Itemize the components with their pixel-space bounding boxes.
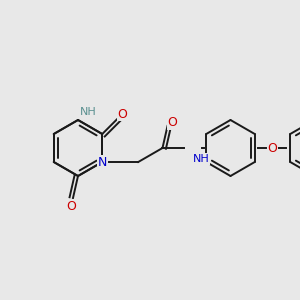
Text: O: O — [168, 116, 177, 130]
Text: O: O — [66, 200, 76, 212]
Text: NH: NH — [80, 107, 97, 117]
Text: NH: NH — [193, 154, 209, 164]
Text: O: O — [117, 107, 127, 121]
Text: O: O — [268, 142, 278, 154]
Text: N: N — [98, 155, 107, 169]
